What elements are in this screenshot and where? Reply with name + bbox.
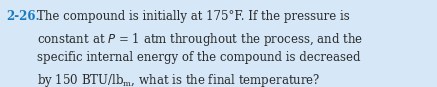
Text: 2-26.: 2-26. (6, 10, 40, 23)
Text: specific internal energy of the compound is decreased: specific internal energy of the compound… (37, 51, 361, 64)
Text: by 150 BTU/lb$_\mathregular{m}$, what is the final temperature?: by 150 BTU/lb$_\mathregular{m}$, what is… (37, 72, 321, 87)
Text: The compound is initially at 175°F. If the pressure is: The compound is initially at 175°F. If t… (37, 10, 350, 23)
Text: constant at $\mathit{P}$ = 1 atm throughout the process, and the: constant at $\mathit{P}$ = 1 atm through… (37, 31, 363, 48)
